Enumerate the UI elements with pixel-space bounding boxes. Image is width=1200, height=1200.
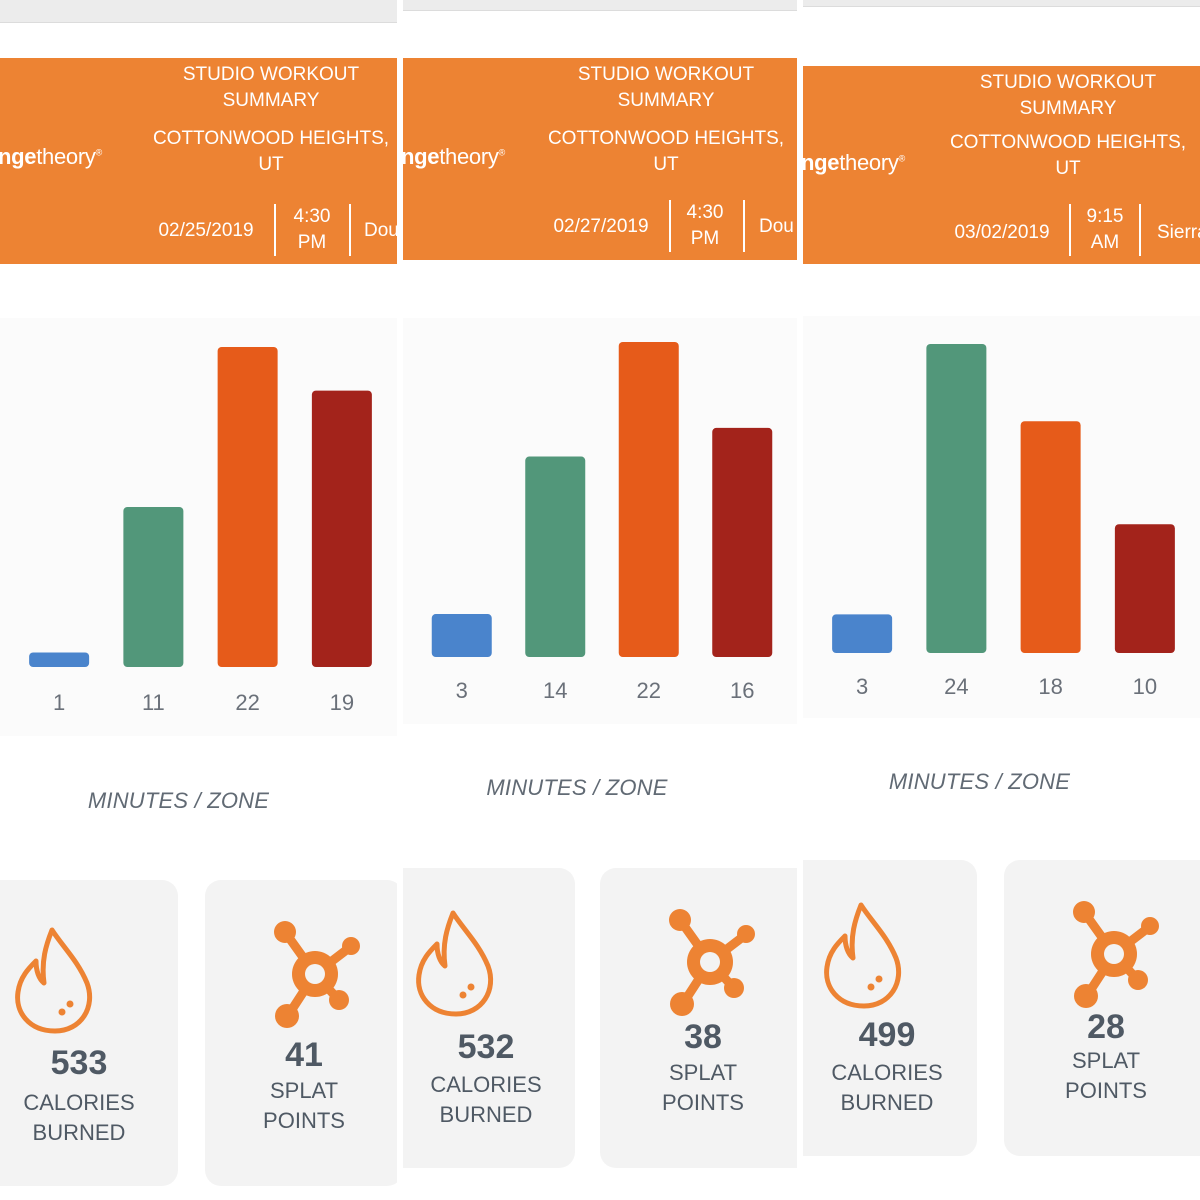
- calories-card: 532 CALORIES BURNED: [403, 868, 575, 1168]
- zone-minutes-label: 14: [543, 678, 567, 703]
- workout-header: ngetheory® STUDIO WORKOUT SUMMARY COTTONW…: [403, 58, 797, 260]
- header-divider: [1139, 204, 1141, 256]
- zone-minutes-label: 22: [637, 678, 661, 703]
- coach-name: Sierra: [1157, 222, 1200, 243]
- chart-x-label: MINUTES / ZONE: [888, 769, 1071, 794]
- brand-logo: ngetheory®: [0, 144, 102, 169]
- workout-panel-1: ngetheory® STUDIO WORKOUT SUMMARY COTTONW…: [0, 0, 397, 1200]
- zone-bar: [311, 390, 372, 667]
- workout-time: 4:30 PM: [686, 202, 724, 249]
- zone-minutes-label: 11: [142, 690, 165, 715]
- splat-points-value: 41: [285, 1036, 323, 1074]
- splat-card: 38 SPLAT POINTS: [600, 868, 797, 1168]
- workout-panel-2: ngetheory® STUDIO WORKOUT SUMMARY COTTONW…: [403, 0, 797, 1200]
- workout-date: 03/02/2019: [954, 222, 1050, 243]
- workout-date: 02/27/2019: [553, 216, 649, 237]
- brand-logo: ngetheory®: [403, 144, 505, 169]
- zone-minutes-label: 19: [330, 690, 354, 715]
- workout-time: 4:30 PM: [293, 206, 331, 253]
- splat-points-label: SPLAT POINTS: [1065, 1048, 1147, 1103]
- studio-location: COTTONWOOD HEIGHTS, UT: [152, 128, 390, 175]
- zone-bar: [1114, 524, 1175, 653]
- window-top-bar: [803, 0, 1200, 7]
- zone-bar: [29, 652, 90, 667]
- calories-label: CALORIES BURNED: [831, 1060, 943, 1115]
- zone-minutes-label: 1: [53, 690, 65, 715]
- calories-card: 533 CALORIES BURNED: [0, 880, 178, 1186]
- summary-title: STUDIO WORKOUT SUMMARY: [577, 64, 755, 111]
- calories-value: 532: [457, 1028, 515, 1066]
- workout-panel-3: ngetheory® STUDIO WORKOUT SUMMARY COTTONW…: [803, 0, 1200, 1200]
- header-divider: [274, 204, 276, 256]
- flame-icon: [15, 927, 93, 1034]
- studio-location: COTTONWOOD HEIGHTS, UT: [547, 128, 785, 175]
- zone-chart-area: 3 24 18 10: [803, 316, 1200, 718]
- workout-time: 9:15 AM: [1086, 206, 1124, 253]
- splat-points-value: 38: [684, 1018, 722, 1056]
- brand-logo: ngetheory®: [803, 150, 905, 175]
- coach-name: Dou: [364, 220, 397, 241]
- minutes-zone-chart: 1 11 22 19: [29, 347, 372, 715]
- calories-label: CALORIES BURNED: [23, 1090, 135, 1145]
- calories-value: 533: [50, 1044, 108, 1082]
- zone-minutes-label: 3: [456, 678, 468, 703]
- coach-name: Dou: [759, 216, 794, 237]
- header-divider: [669, 200, 671, 252]
- flame-icon: [824, 902, 902, 1009]
- zone-bar: [832, 614, 893, 653]
- splat-card: 28 SPLAT POINTS: [1004, 860, 1200, 1156]
- zone-bar: [525, 456, 586, 657]
- zone-minutes-label: 3: [856, 674, 868, 699]
- splat-points-value: 28: [1087, 1008, 1125, 1046]
- header-divider: [743, 200, 745, 252]
- splat-icon: [274, 921, 360, 1028]
- zone-bar: [926, 344, 987, 653]
- zone-minutes-label: 10: [1133, 674, 1157, 699]
- splat-points-label: SPLAT POINTS: [662, 1060, 744, 1115]
- workout-date: 02/25/2019: [158, 220, 254, 241]
- calories-label: CALORIES BURNED: [430, 1072, 542, 1127]
- summary-title: STUDIO WORKOUT SUMMARY: [182, 64, 360, 111]
- zone-bar: [618, 342, 679, 657]
- splat-points-label: SPLAT POINTS: [263, 1078, 345, 1133]
- studio-location: COTTONWOOD HEIGHTS, UT: [949, 132, 1187, 179]
- minutes-zone-chart: 3 24 18 10: [832, 344, 1175, 699]
- window-top-bar: [0, 0, 397, 23]
- splat-card: 41 SPLAT POINTS: [205, 880, 397, 1186]
- window-top-bar: [403, 0, 797, 11]
- zone-minutes-label: 16: [730, 678, 754, 703]
- zone-chart-area: 3 14 22 16: [403, 318, 797, 724]
- flame-icon: [416, 910, 494, 1017]
- zone-minutes-label: 24: [944, 674, 968, 699]
- chart-x-label: MINUTES / ZONE: [486, 775, 668, 800]
- zone-minutes-label: 18: [1038, 674, 1062, 699]
- workout-header: ngetheory® STUDIO WORKOUT SUMMARY COTTONW…: [0, 58, 397, 264]
- workout-header: ngetheory® STUDIO WORKOUT SUMMARY COTTONW…: [803, 66, 1200, 264]
- zone-bar: [123, 507, 184, 667]
- zone-bar: [217, 347, 278, 667]
- zone-chart-area: 1 11 22 19: [0, 318, 397, 736]
- summary-title: STUDIO WORKOUT SUMMARY: [979, 72, 1157, 119]
- header-divider: [349, 204, 351, 256]
- chart-x-label: MINUTES / ZONE: [87, 788, 270, 813]
- splat-icon: [1073, 901, 1159, 1008]
- zone-minutes-label: 22: [235, 690, 259, 715]
- zone-bar: [712, 427, 773, 657]
- calories-card: 499 CALORIES BURNED: [803, 860, 977, 1156]
- minutes-zone-chart: 3 14 22 16: [431, 342, 773, 703]
- zone-bar: [1020, 421, 1081, 653]
- splat-icon: [669, 909, 755, 1016]
- zone-bar: [431, 614, 492, 657]
- calories-value: 499: [858, 1016, 916, 1054]
- header-divider: [1069, 204, 1071, 256]
